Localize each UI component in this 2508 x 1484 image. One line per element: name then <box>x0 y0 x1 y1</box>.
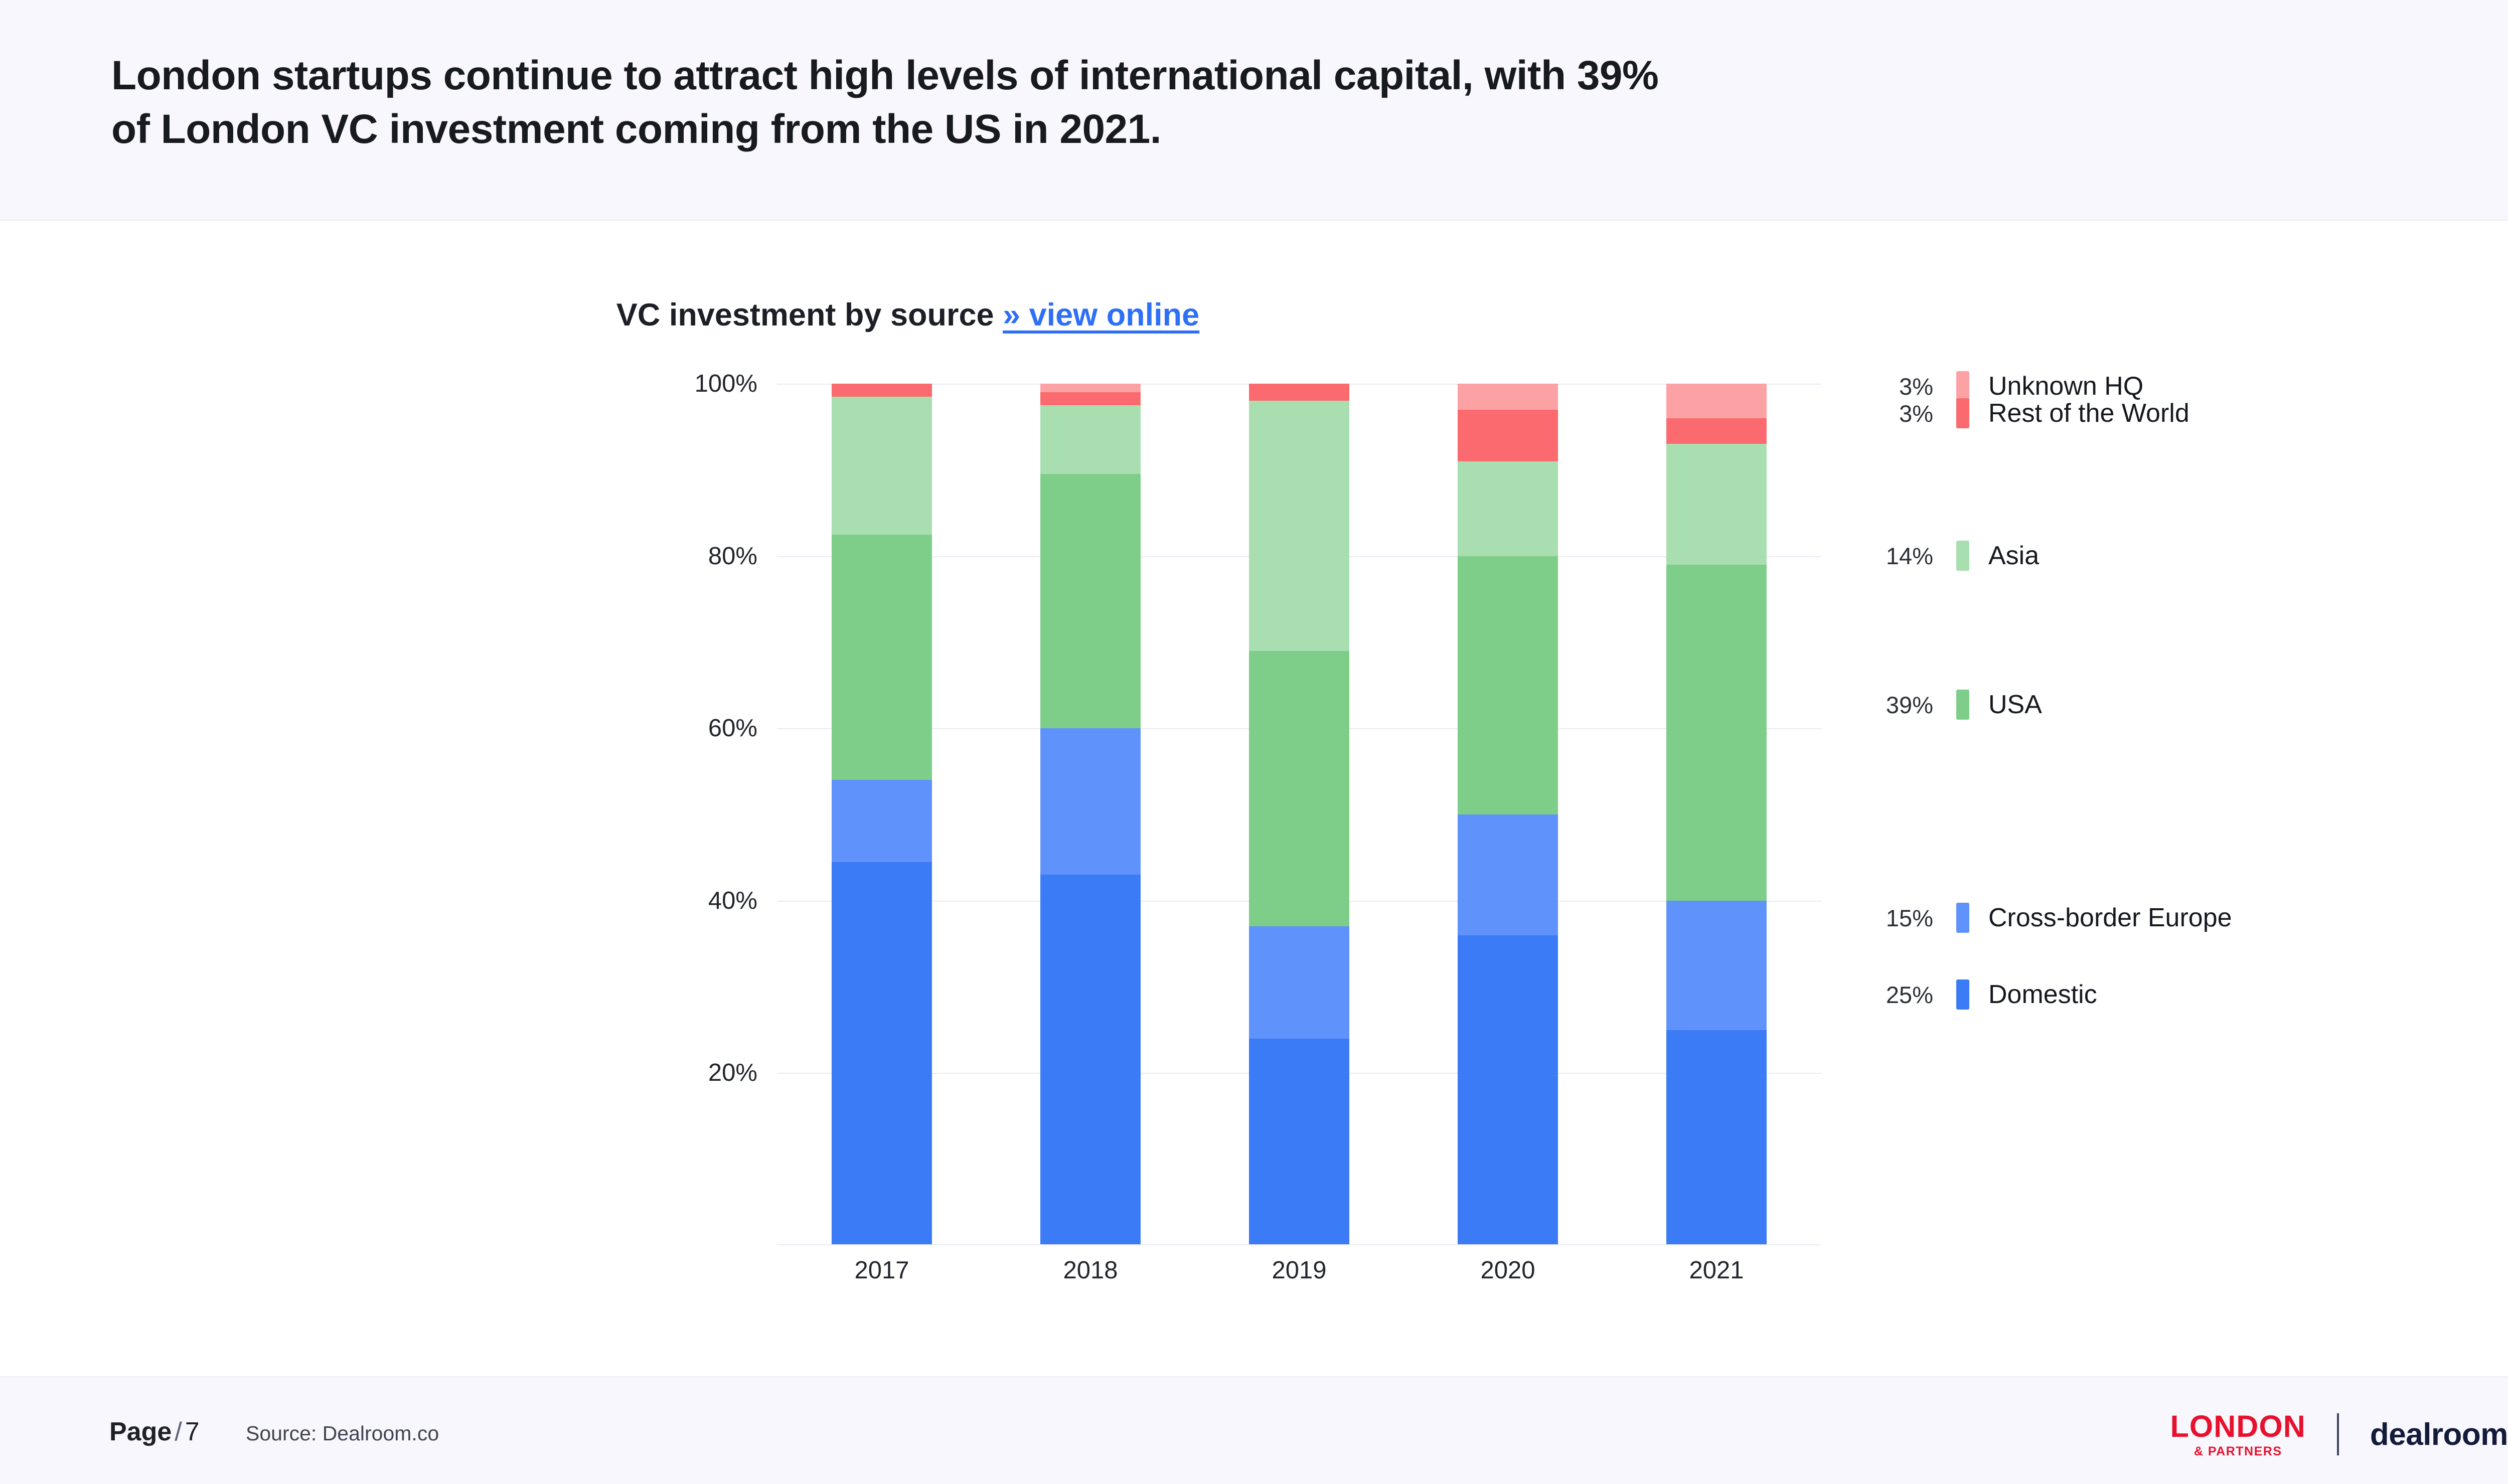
legend-percent: 39% <box>1886 691 1933 718</box>
page-indicator: Page/7 <box>109 1417 200 1447</box>
bar-stack[interactable] <box>1040 384 1141 1245</box>
chart-title: VC investment by source » view online <box>0 297 1816 333</box>
bar-segment[interactable] <box>832 534 932 780</box>
legend-percent: 25% <box>1886 981 1933 1008</box>
y-axis-labels: 20% 40% 60% 80% 100% <box>592 370 757 1245</box>
legend-item[interactable]: 3% Rest of the World <box>1851 398 2189 428</box>
footer-logos: LONDON & PARTNERS dealroom.co <box>2170 1407 2508 1462</box>
legend-percent: 3% <box>1899 400 1933 427</box>
bar-stack[interactable] <box>1249 384 1349 1245</box>
logo-divider <box>2336 1413 2339 1455</box>
x-axis-labels: 2017 2018 2019 2020 2021 <box>777 1256 1821 1301</box>
bar-segment[interactable] <box>1249 926 1349 1039</box>
x-axis-tick-label: 2019 <box>1272 1257 1327 1284</box>
bar-segment[interactable] <box>1458 461 1558 556</box>
bar-segment[interactable] <box>832 780 932 862</box>
bar-segment[interactable] <box>1458 935 1558 1245</box>
bar-stack[interactable] <box>832 384 932 1245</box>
chart-title-text: VC investment by source <box>616 297 994 333</box>
bar-segment[interactable] <box>1040 728 1141 875</box>
bar-segment[interactable] <box>1458 814 1558 935</box>
london-and-partners-logo: LONDON & PARTNERS <box>2170 1411 2306 1458</box>
legend-swatch <box>1956 979 1969 1010</box>
bar-segment[interactable] <box>1249 401 1349 651</box>
page-title-line-2: of London VC investment coming from the … <box>111 106 1162 152</box>
legend-item[interactable]: 3% Unknown HQ <box>1851 371 2143 401</box>
bar-segment[interactable] <box>1249 1038 1349 1245</box>
legend-item[interactable]: 39% USA <box>1851 690 2042 720</box>
bar-segment[interactable] <box>832 396 932 535</box>
legend-percent: 3% <box>1899 373 1933 400</box>
legend-swatch <box>1956 690 1969 720</box>
bar-segment[interactable] <box>1458 409 1558 461</box>
chart-plot-area <box>777 384 1821 1245</box>
footer-band: Page/7 Source: Dealroom.co LONDON & PART… <box>0 1376 2508 1484</box>
london-logo-sub: & PARTNERS <box>2193 1444 2282 1458</box>
page-number: 7 <box>185 1417 200 1446</box>
y-axis-tick-label: 60% <box>708 715 757 742</box>
legend-item[interactable]: 15% Cross-border Europe <box>1851 903 2232 933</box>
y-axis-tick-label: 20% <box>708 1059 757 1087</box>
bar-segment[interactable] <box>1666 564 1767 901</box>
bar-segment[interactable] <box>1249 650 1349 927</box>
bar-stack[interactable] <box>1458 384 1558 1245</box>
legend-swatch <box>1956 903 1969 933</box>
legend-percent: 14% <box>1886 542 1933 569</box>
page-title: London startups continue to attract high… <box>111 49 2508 156</box>
header-band: London startups continue to attract high… <box>0 0 2508 221</box>
bar-segment[interactable] <box>1666 418 1767 444</box>
x-axis-line <box>777 1244 1821 1245</box>
view-online-link[interactable]: » view online <box>1003 297 1200 333</box>
bar-segment[interactable] <box>1249 384 1349 401</box>
legend-label: Cross-border Europe <box>1988 903 2232 932</box>
bar-segment[interactable] <box>1040 384 1141 393</box>
bar-segment[interactable] <box>1040 875 1141 1245</box>
bar-segment[interactable] <box>1040 392 1141 405</box>
bar-segment[interactable] <box>1040 474 1141 729</box>
y-axis-tick-label: 40% <box>708 887 757 914</box>
source-note: Source: Dealroom.co <box>246 1422 439 1445</box>
y-axis-tick-label: 80% <box>708 542 757 570</box>
legend-label: USA <box>1988 690 2042 719</box>
legend-percent: 15% <box>1886 904 1933 931</box>
bar-segment[interactable] <box>1040 405 1141 474</box>
x-axis-tick-label: 2018 <box>1063 1257 1118 1284</box>
bar-segment[interactable] <box>1458 384 1558 410</box>
chart-legend: 3% Unknown HQ 3% Rest of the World 14% Asia 39… <box>1851 371 2508 1224</box>
page-separator: / <box>175 1417 182 1446</box>
bar-segment[interactable] <box>1666 384 1767 418</box>
london-logo-main: LONDON <box>2170 1409 2306 1443</box>
y-axis-tick-label: 100% <box>694 370 757 397</box>
legend-item[interactable]: 14% Asia <box>1851 541 2039 571</box>
bar-segment[interactable] <box>832 862 932 1245</box>
legend-label: Rest of the World <box>1988 399 2189 428</box>
page-title-line-1: London startups continue to attract high… <box>111 53 1659 98</box>
legend-label: Asia <box>1988 541 2040 570</box>
bar-stack[interactable] <box>1666 384 1767 1245</box>
bar-segment[interactable] <box>1666 1030 1767 1245</box>
bar-segment[interactable] <box>1666 900 1767 1030</box>
bar-segment[interactable] <box>832 384 932 397</box>
legend-swatch <box>1956 398 1969 428</box>
legend-label: Domestic <box>1988 980 2097 1009</box>
legend-swatch <box>1956 371 1969 401</box>
legend-item[interactable]: 25% Domestic <box>1851 979 2097 1010</box>
x-axis-tick-label: 2021 <box>1689 1257 1744 1284</box>
page-word: Page <box>109 1417 172 1446</box>
bar-group <box>777 384 1821 1245</box>
bar-segment[interactable] <box>1666 444 1767 565</box>
dealroom-logo: dealroom.co <box>2370 1417 2508 1452</box>
legend-swatch <box>1956 541 1969 571</box>
bar-segment[interactable] <box>1458 556 1558 814</box>
x-axis-tick-label: 2017 <box>854 1257 909 1284</box>
legend-label: Unknown HQ <box>1988 372 2144 401</box>
x-axis-tick-label: 2020 <box>1480 1257 1535 1284</box>
